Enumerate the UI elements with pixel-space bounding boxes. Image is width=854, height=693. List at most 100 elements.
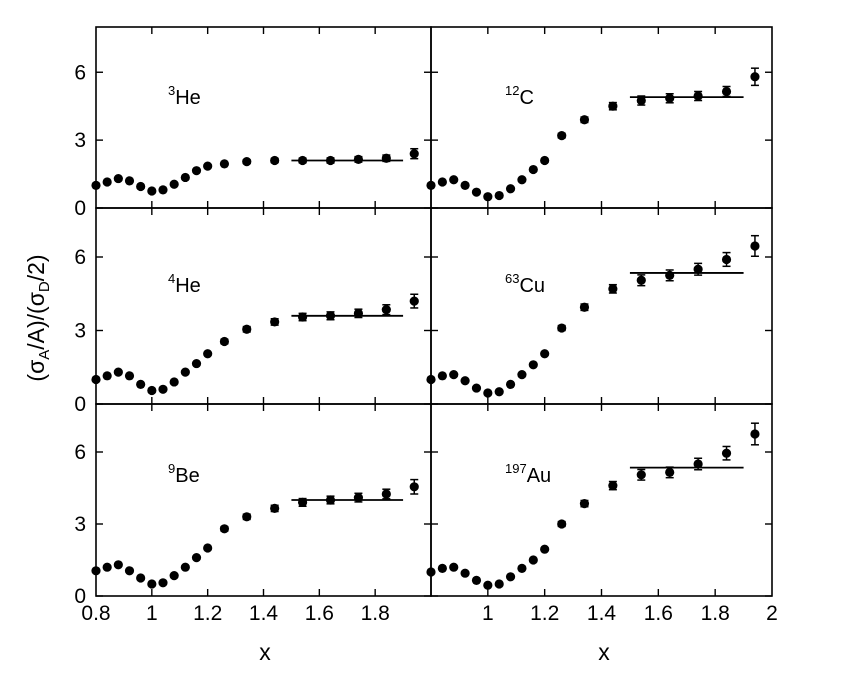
data-point — [449, 370, 459, 380]
data-point — [180, 562, 190, 572]
data-point — [113, 367, 123, 377]
data-point — [169, 377, 179, 387]
data-point — [437, 177, 447, 187]
data-point — [636, 275, 646, 285]
data-point — [608, 481, 618, 491]
data-point — [219, 336, 230, 347]
data-point — [426, 180, 436, 190]
data-point — [528, 164, 538, 175]
data-point — [409, 482, 419, 492]
data-point — [158, 185, 168, 195]
data-point — [180, 367, 190, 377]
data-point — [242, 157, 252, 167]
data-point — [147, 186, 157, 196]
data-point — [557, 323, 567, 333]
data-point — [203, 543, 213, 553]
y-axis-title: (σA/A)/(σD/2) — [23, 254, 53, 381]
data-point — [750, 72, 760, 82]
panel-frame-0-1 — [430, 26, 773, 209]
data-point — [136, 181, 146, 192]
x-tick-label-right: 1.8 — [701, 602, 730, 625]
data-point — [191, 358, 202, 369]
data-point — [665, 270, 675, 280]
data-point — [203, 349, 213, 359]
x-tick-label-left: 1.6 — [305, 602, 334, 625]
x-tick-label-left: 1.4 — [249, 602, 279, 625]
data-point — [721, 448, 732, 458]
x-tick-label-right: 2 — [766, 602, 778, 625]
data-point — [102, 177, 112, 187]
data-point — [169, 571, 179, 581]
panel-frames — [95, 26, 773, 597]
y-tick-label: 0 — [74, 585, 86, 608]
x-axis-title-left: x — [259, 639, 271, 665]
data-point — [325, 155, 336, 166]
data-point — [242, 512, 252, 522]
x-tick-label-left: 1.2 — [193, 602, 222, 625]
data-point — [169, 179, 179, 189]
data-point — [483, 388, 493, 398]
data-point — [124, 371, 135, 381]
data-point — [471, 383, 482, 393]
data-point — [158, 578, 168, 588]
nucleus-label-12C: 12C — [505, 83, 534, 109]
data-point — [557, 519, 567, 529]
data-point — [91, 374, 101, 385]
data-point — [426, 374, 436, 385]
data-point — [693, 91, 703, 101]
data-point — [381, 305, 391, 315]
data-point — [693, 264, 703, 274]
data-point — [158, 384, 168, 394]
data-point — [219, 524, 230, 534]
panel-frame-0-0 — [95, 26, 432, 209]
data-point — [540, 544, 550, 554]
data-point — [124, 566, 135, 576]
data-point — [136, 379, 146, 389]
data-point — [608, 284, 618, 294]
data-point — [540, 155, 550, 166]
data-point — [579, 499, 590, 509]
data-point — [381, 489, 391, 499]
y-tick-label: 3 — [74, 513, 86, 536]
data-point — [460, 568, 470, 578]
data-point — [91, 180, 101, 190]
y-tick-label: 0 — [74, 393, 86, 416]
data-point — [721, 254, 732, 265]
panel-frame-2-1 — [430, 403, 773, 597]
data-point — [297, 312, 308, 322]
data-point — [203, 161, 213, 171]
x-tick-label-left: 1 — [146, 602, 158, 625]
data-point — [505, 379, 516, 389]
data-point — [494, 387, 504, 397]
data-point — [147, 579, 157, 589]
data-point — [325, 495, 336, 505]
data-point — [113, 560, 123, 570]
data-point — [460, 376, 470, 386]
data-point — [113, 173, 123, 184]
data-point — [471, 187, 482, 197]
data-point — [608, 101, 618, 111]
y-tick-label: 6 — [74, 61, 86, 84]
x-tick-label-right: 1.6 — [644, 602, 673, 625]
data-point — [505, 572, 516, 582]
data-point — [270, 503, 280, 513]
panel-frame-1-1 — [430, 207, 773, 405]
data-point — [409, 149, 419, 159]
data-point — [750, 241, 760, 251]
data-point — [124, 176, 135, 186]
y-tick-label: 3 — [74, 129, 86, 152]
data-point — [297, 155, 308, 166]
data-point — [636, 95, 646, 106]
nucleus-label-9Be: 9Be — [168, 461, 200, 487]
y-tick-label: 0 — [74, 197, 86, 220]
data-point — [579, 115, 590, 125]
data-point — [693, 459, 703, 469]
data-point — [242, 324, 252, 334]
data-point — [325, 311, 336, 321]
x-tick-label-right: 1.2 — [530, 602, 559, 625]
data-point — [483, 580, 493, 590]
data-point — [353, 308, 364, 318]
data-point — [528, 360, 538, 370]
data-point — [636, 470, 646, 480]
